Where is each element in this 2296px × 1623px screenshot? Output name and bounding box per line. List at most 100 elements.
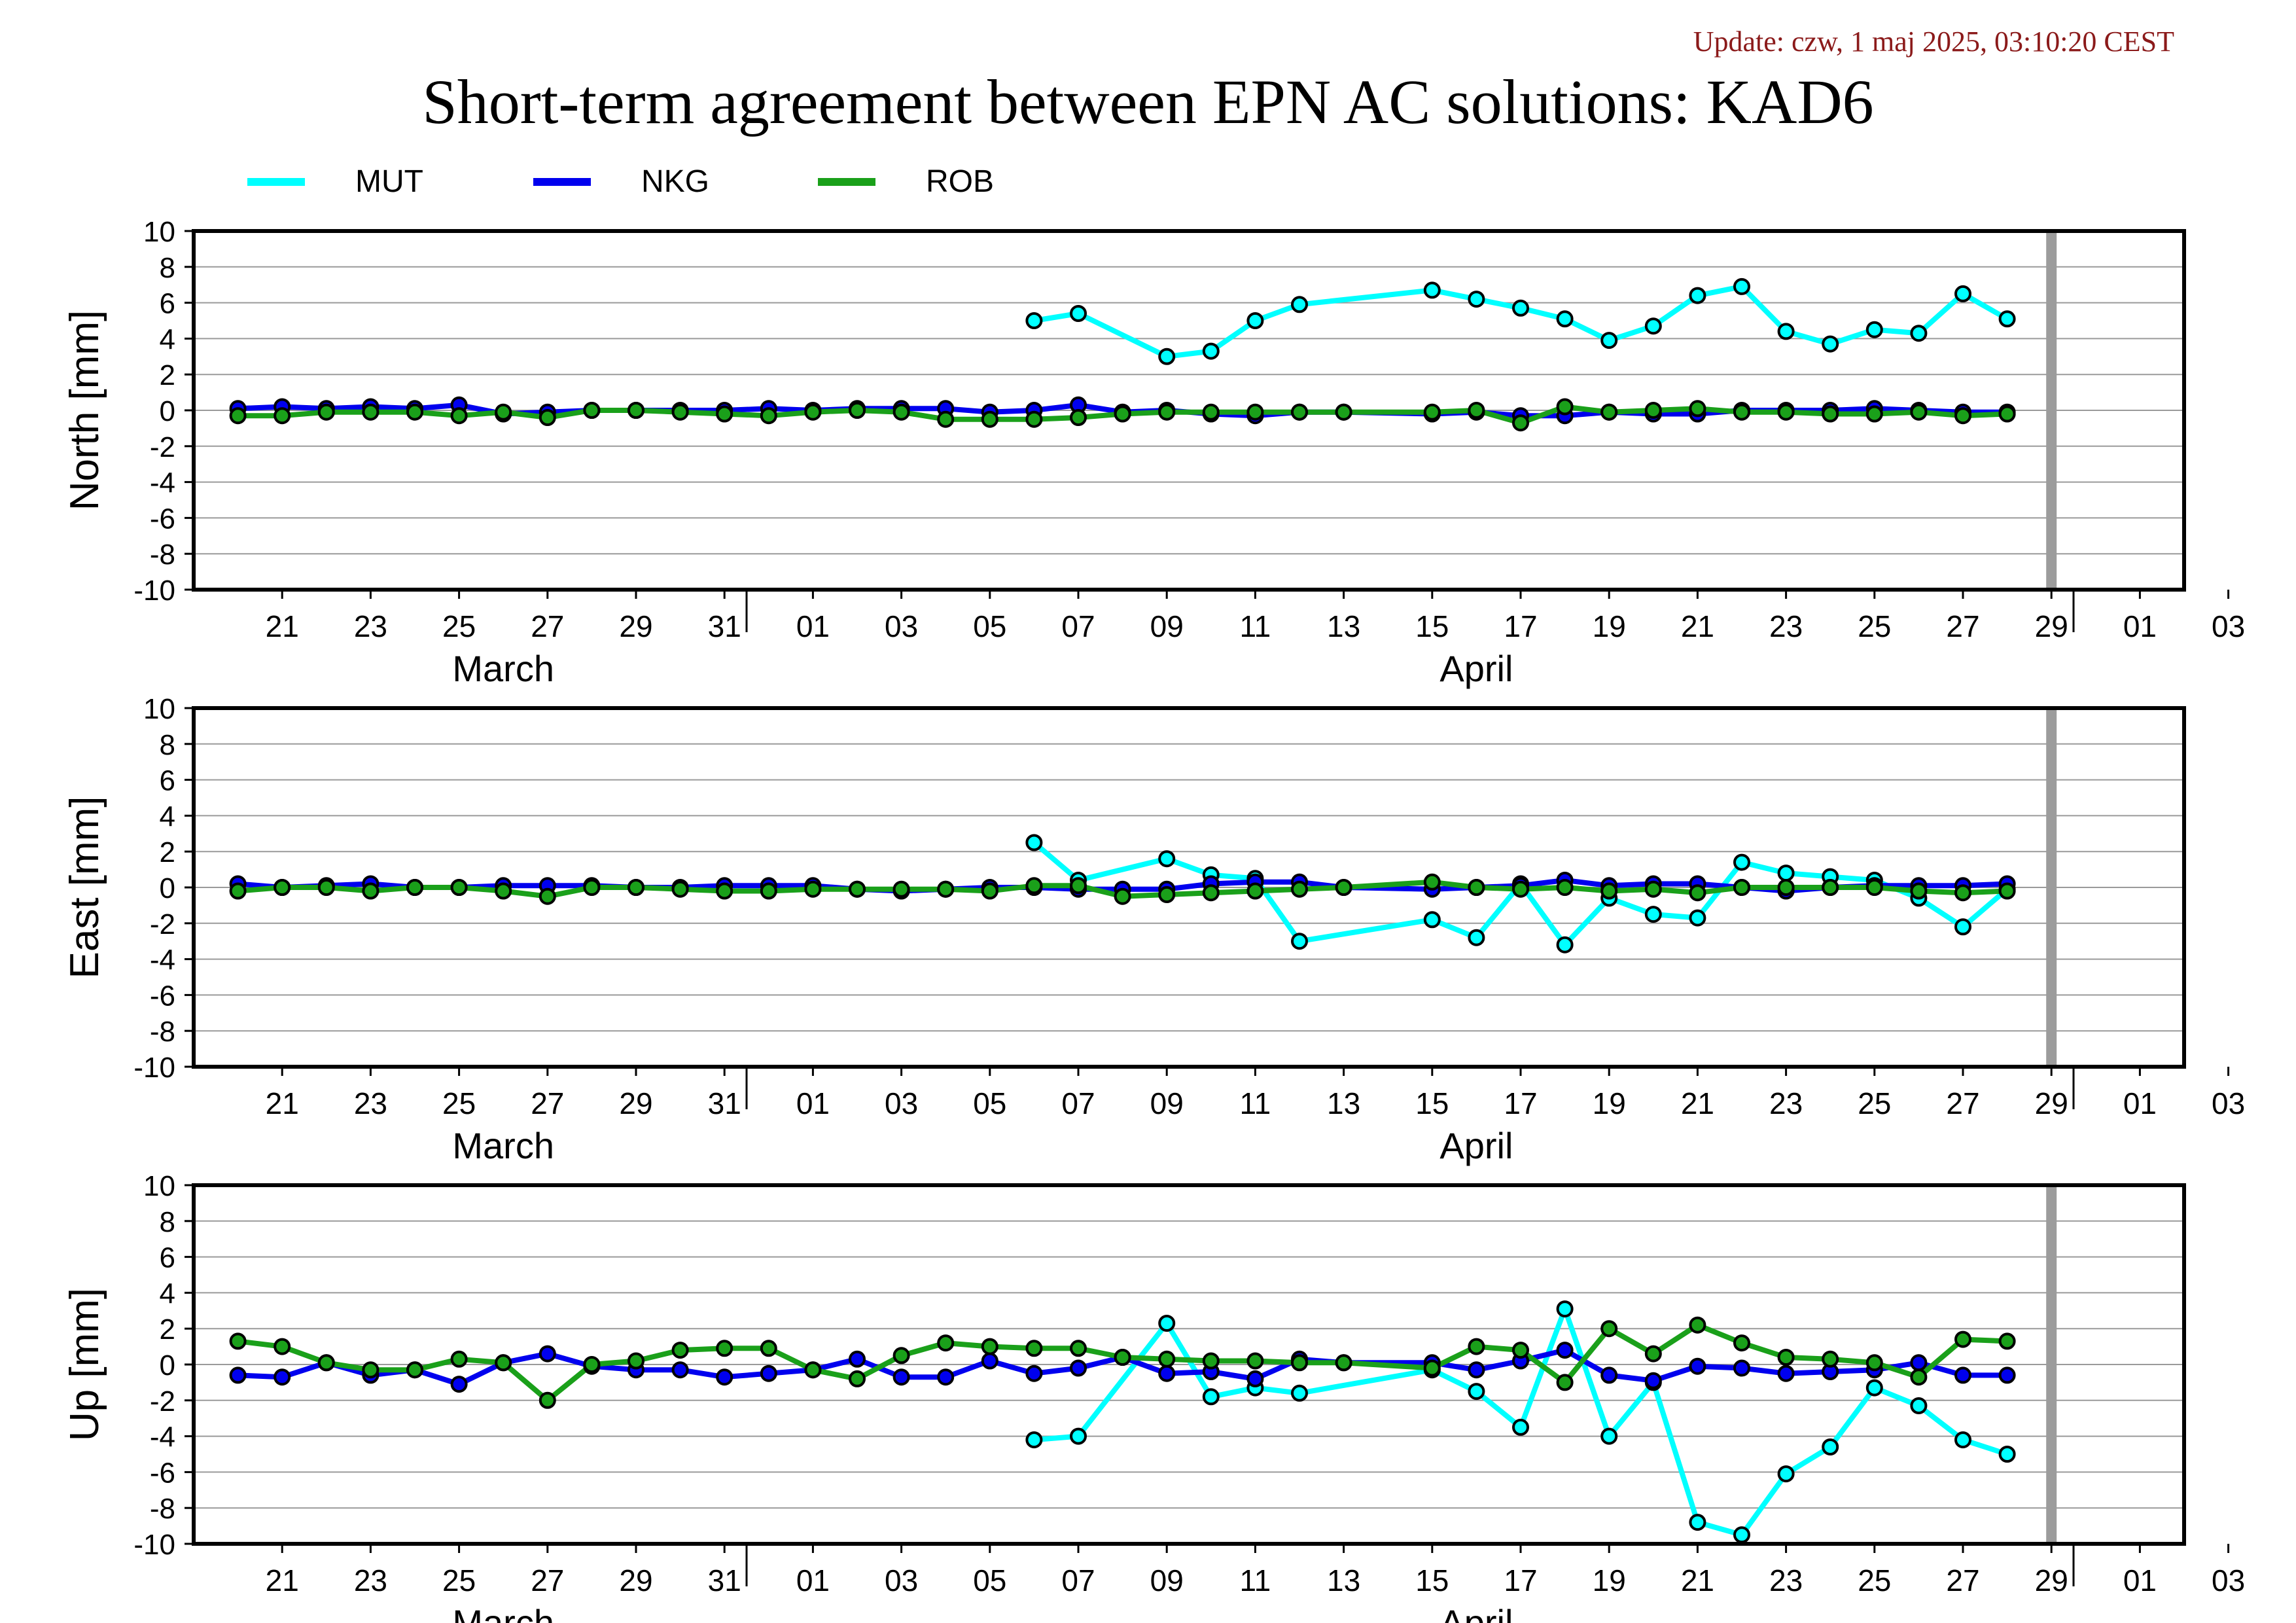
panel-3-point-mut <box>1600 1427 1618 1445</box>
panel-2-xtick-label: 03 <box>885 1086 918 1120</box>
panel-1-point-rob <box>1202 403 1220 421</box>
panel-1-month-label-march: March <box>452 648 554 689</box>
panel-1-point-rob <box>1733 403 1750 421</box>
panel-1-ytick-label: -4 <box>150 467 175 499</box>
panel-3-xtick-label: 03 <box>2212 1563 2245 1597</box>
panel-1-point-rob <box>1556 398 1574 416</box>
panel-1-point-mut <box>1644 317 1662 335</box>
panel-1-point-rob <box>317 403 335 421</box>
panel-1-point-mut <box>1423 281 1441 299</box>
panel-3-ytick-label: -6 <box>150 1457 175 1489</box>
panel-3-point-rob <box>1998 1332 2016 1350</box>
panel-2-point-rob <box>1070 877 1087 895</box>
panel-1-point-mut <box>1777 323 1795 340</box>
panel-2-point-rob <box>1158 886 1176 903</box>
panel-3-point-rob <box>450 1350 468 1368</box>
panel-2-xtick-label: 05 <box>973 1086 1006 1120</box>
panel-2-xtick-label: 21 <box>1681 1086 1714 1120</box>
panel-3-point-mut <box>1158 1315 1176 1332</box>
panel-1-point-rob <box>1600 403 1618 421</box>
panel-2-point-mut <box>1556 936 1574 954</box>
panel-1-xtick-label: 09 <box>1150 609 1184 643</box>
panel-3-nodata-bar <box>2046 1185 2057 1544</box>
panel-1-xtick-label: 01 <box>796 609 830 643</box>
panel-2-xtick-label: 29 <box>619 1086 652 1120</box>
panel-1-point-rob <box>1777 403 1795 421</box>
panel-2-point-rob <box>627 879 645 896</box>
panel-1-point-rob <box>627 402 645 419</box>
panel-2-point-mut <box>1423 911 1441 929</box>
panel-1-xtick-label: 03 <box>2212 609 2245 643</box>
panel-2-point-rob <box>1910 882 1928 900</box>
panel-2-ytick-label: 4 <box>160 800 175 832</box>
panel-3-point-nkg <box>450 1376 468 1393</box>
panel-3-point-rob <box>1689 1316 1706 1334</box>
panel-3-point-nkg <box>937 1368 955 1386</box>
panel-3-point-rob <box>1644 1345 1662 1363</box>
panel-2-point-rob <box>1025 877 1043 895</box>
panel-3-point-nkg <box>671 1361 689 1379</box>
panel-3-xtick-label: 01 <box>2123 1563 2157 1597</box>
panel-3-ylabel: Up [mm] <box>62 1288 107 1441</box>
legend-label-rob: ROB <box>926 164 994 199</box>
panel-1-point-mut <box>1998 310 2016 328</box>
panel-1-point-rob <box>1689 400 1706 418</box>
panel-1-point-mut <box>1468 291 1485 308</box>
panel-3-point-rob <box>1202 1352 1220 1370</box>
panel-3-point-rob <box>362 1361 380 1379</box>
panel-1-point-rob <box>937 410 955 428</box>
panel-1-ytick-label: 10 <box>143 216 175 248</box>
panel-3-point-rob <box>671 1342 689 1359</box>
panel-2-point-rob <box>406 879 423 896</box>
legend-label-nkg: NKG <box>641 164 709 199</box>
panel-1-xtick-label: 25 <box>442 609 476 643</box>
panel-2-point-mut <box>1025 834 1043 851</box>
panel-3-point-nkg <box>1777 1364 1795 1382</box>
panel-2-point-rob <box>1733 879 1750 896</box>
panel-3-point-rob <box>317 1354 335 1372</box>
panel-1-point-rob <box>981 410 998 428</box>
panel-2-point-mut <box>1733 853 1750 871</box>
panel-2-ytick-label: -2 <box>150 908 175 940</box>
panel-3-xtick-label: 15 <box>1415 1563 1449 1597</box>
panel-3-point-rob <box>1246 1352 1264 1370</box>
panel-2-point-rob <box>1689 884 1706 902</box>
panel-1-xtick-label: 29 <box>2035 609 2068 643</box>
panel-3-point-rob <box>274 1338 291 1355</box>
panel-3-ytick-label: 4 <box>160 1277 175 1310</box>
panel-2-point-rob <box>450 879 468 896</box>
panel-1-point-rob <box>1822 405 1839 423</box>
panel-3-point-mut <box>1291 1384 1308 1402</box>
panel-3-xtick-label: 09 <box>1150 1563 1184 1597</box>
panel-1-point-rob <box>1954 407 1971 425</box>
panel-1-ytick-label: 6 <box>160 288 175 320</box>
panel-3-point-nkg <box>1468 1361 1485 1379</box>
panel-2-xtick-label: 27 <box>1946 1086 1979 1120</box>
panel-3-point-rob <box>229 1332 247 1350</box>
panel-1-point-mut <box>1822 335 1839 353</box>
panel-3-month-label-april: April <box>1439 1602 1513 1623</box>
panel-1-ytick-label: 8 <box>160 252 175 284</box>
panel-2-ylabel: East [mm] <box>62 796 107 978</box>
panel-3-xtick-label: 21 <box>1681 1563 1714 1597</box>
panel-3-point-mut <box>1070 1427 1087 1445</box>
panel-3-point-rob <box>1512 1342 1529 1359</box>
panel-1-point-mut <box>1246 312 1264 329</box>
panel-2-xtick-label: 31 <box>708 1086 741 1120</box>
panel-3-point-rob <box>1954 1330 1971 1348</box>
panel-2-series-line-rob <box>238 879 2007 899</box>
panel-1-xtick-label: 27 <box>1946 609 1979 643</box>
panel-2-point-rob <box>981 882 998 900</box>
panel-1-point-rob <box>1335 403 1352 421</box>
panel-1-point-rob <box>1114 405 1131 423</box>
panel-1-point-rob <box>1998 405 2016 423</box>
panel-2-xtick-label: 27 <box>531 1086 564 1120</box>
panel-2-point-rob <box>1291 880 1308 898</box>
panel-2-ytick-label: 10 <box>143 693 175 725</box>
panel-2-ytick-label: 8 <box>160 729 175 761</box>
panel-2-point-rob <box>892 880 910 898</box>
panel-1-ytick-label: -2 <box>150 431 175 463</box>
panel-1-point-rob <box>450 407 468 425</box>
panel-3-point-mut <box>1733 1526 1750 1544</box>
panel-1-point-mut <box>1865 321 1883 338</box>
